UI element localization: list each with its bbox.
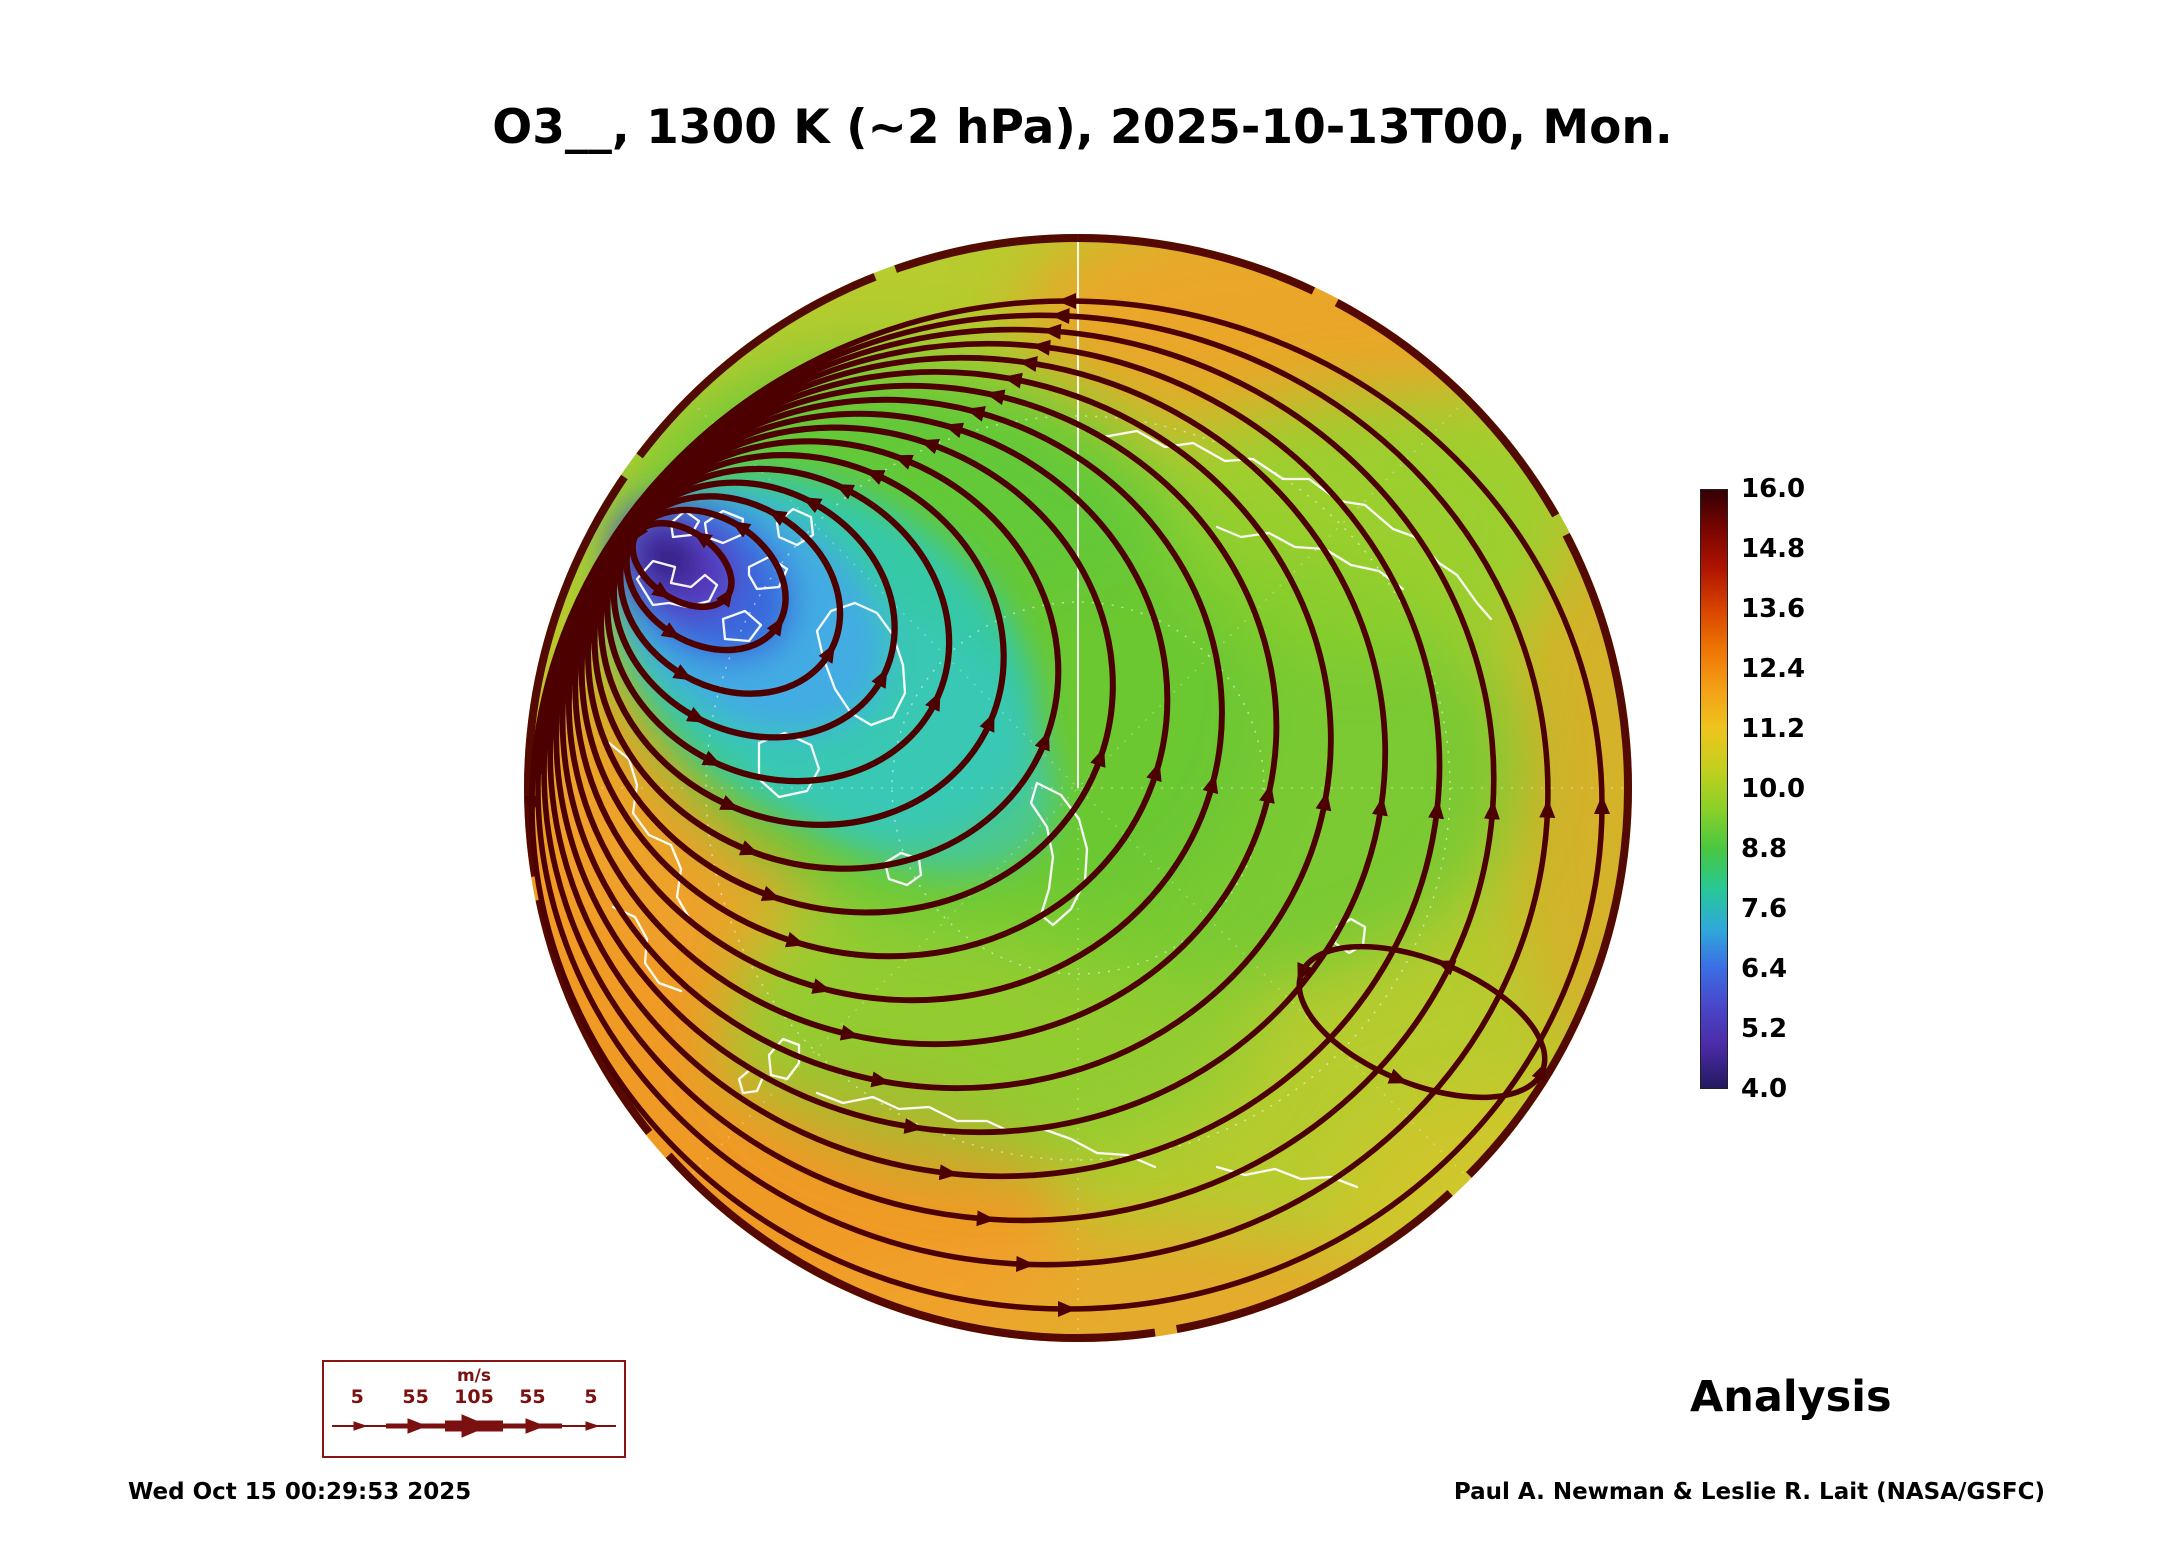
polar-map [524, 234, 1632, 1342]
colorbar-tick-label: 13.6 [1741, 594, 1806, 624]
plot-title: O3__, 1300 K (~2 hPa), 2025-10-13T00, Mo… [492, 100, 1673, 155]
colorbar-gradient [1700, 489, 1728, 1089]
wind-legend-values: 5 55 105 55 5 [328, 1386, 620, 1408]
wind-streamlines [524, 293, 1611, 1317]
wind-legend-value: 5 [584, 1385, 598, 1408]
wind-legend-value: 5 [350, 1385, 364, 1408]
colorbar-tick-label: 10.0 [1741, 774, 1806, 804]
colorbar-tick-label: 14.8 [1741, 534, 1806, 564]
colorbar: 16.0 14.8 13.6 12.4 11.2 10.0 8.8 7.6 6.… [1700, 476, 1805, 1102]
wind-legend-value: 55 [519, 1385, 546, 1408]
colorbar-tick-label: 11.2 [1741, 714, 1806, 744]
colorbar-labels: 16.0 14.8 13.6 12.4 11.2 10.0 8.8 7.6 6.… [1741, 476, 1805, 1102]
credit-text: Paul A. Newman & Leslie R. Lait (NASA/GS… [1453, 1479, 2045, 1505]
colorbar-tick-label: 4.0 [1741, 1074, 1788, 1104]
wind-speed-legend: m/s 5 55 105 55 5 [322, 1360, 626, 1458]
wind-legend-units: m/s [456, 1366, 492, 1386]
creation-timestamp: Wed Oct 15 00:29:53 2025 [128, 1479, 472, 1505]
colorbar-tick-label: 16.0 [1741, 474, 1806, 504]
colorbar-tick-label: 7.6 [1741, 894, 1788, 924]
colorbar-tick-label: 5.2 [1741, 1014, 1788, 1044]
colorbar-tick-label: 8.8 [1741, 834, 1788, 864]
colorbar-tick-label: 12.4 [1741, 654, 1806, 684]
wind-arrow-scale-icon [332, 1413, 616, 1438]
colorbar-tick-label: 6.4 [1741, 954, 1788, 984]
limb-ring [524, 234, 1632, 1342]
wind-legend-value: 105 [454, 1385, 494, 1408]
analysis-label: Analysis [1690, 1372, 1892, 1422]
wind-legend-value: 55 [402, 1385, 429, 1408]
